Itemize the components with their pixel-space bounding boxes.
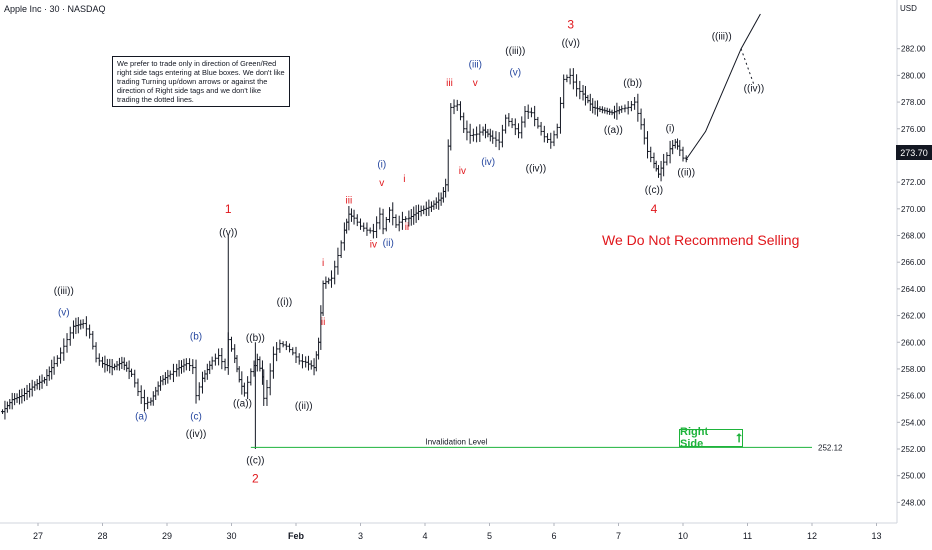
- x-tick-label: 3: [358, 531, 363, 541]
- wave-label: ((a)): [233, 398, 252, 409]
- x-tick-label: 29: [162, 531, 172, 541]
- x-tick-label: 10: [678, 531, 688, 541]
- symbol-title[interactable]: Apple Inc · 30 · NASDAQ: [4, 4, 106, 14]
- up-arrow-icon: ⭡: [736, 430, 742, 445]
- wave-label: (b): [190, 332, 202, 343]
- x-tick-label: 12: [807, 531, 817, 541]
- wave-label: v: [473, 78, 478, 89]
- x-tick-label: 5: [487, 531, 492, 541]
- x-tick-label: 13: [871, 531, 881, 541]
- wave-label: v: [379, 178, 384, 189]
- wave-label: i: [403, 174, 405, 185]
- x-tick-label: 6: [551, 531, 556, 541]
- y-tick-label: 280.00: [901, 71, 926, 80]
- wave-label: (v): [58, 308, 70, 319]
- wave-label: (i): [666, 123, 675, 134]
- wave-label: iv: [370, 240, 377, 251]
- wave-label: ((v)): [562, 38, 580, 49]
- wave-label: i: [322, 258, 324, 269]
- wave-label: (ii): [383, 238, 394, 249]
- wave-label: ((v)): [219, 228, 237, 239]
- y-tick-label: 260.00: [901, 338, 926, 347]
- wave-label: ((ii)): [677, 167, 695, 178]
- x-tick-label: 11: [743, 531, 752, 541]
- invalidation-layer: Invalidation Level 252.12: [250, 437, 843, 452]
- y-tick-label: 256.00: [901, 392, 926, 401]
- wave-label: 4: [651, 202, 658, 216]
- y-tick-label: 248.00: [901, 498, 926, 507]
- y-tick-label: 258.00: [901, 365, 926, 374]
- x-tick-label: 4: [422, 531, 427, 541]
- wave-label: ((b)): [246, 333, 265, 344]
- wave-label: ii: [405, 222, 409, 233]
- projection-line: [685, 13, 761, 160]
- wave-label: ((c)): [246, 456, 264, 467]
- wave-label: 1: [225, 202, 232, 216]
- wave-label: (iv): [481, 157, 495, 168]
- y-tick-label: 254.00: [901, 418, 926, 427]
- y-tick-label: 264.00: [901, 285, 926, 294]
- wave-label: ((iii)): [505, 46, 525, 57]
- last-price-badge: 273.70: [896, 145, 932, 160]
- wave-label: ((iv)): [744, 83, 765, 94]
- y-tick-label: 252.00: [901, 445, 926, 454]
- y-tick-label: 268.00: [901, 232, 926, 241]
- y-tick-label: 272.00: [901, 178, 926, 187]
- x-tick-label: 30: [226, 531, 236, 541]
- wave-label: 3: [567, 18, 574, 32]
- projection-layer: [685, 13, 761, 160]
- wave-label: ((c)): [645, 185, 663, 196]
- wave-label: iii: [346, 195, 353, 206]
- wave-label: ((ii)): [295, 401, 313, 412]
- wave-label: (c): [190, 412, 202, 423]
- wave-label: ((iv)): [186, 429, 207, 440]
- y-tick-label: 278.00: [901, 98, 926, 107]
- y-tick-label: 270.00: [901, 205, 926, 214]
- invalidation-label: Invalidation Level: [426, 437, 488, 446]
- invalidation-value: 252.12: [818, 443, 843, 452]
- wave-label: ((b)): [623, 78, 642, 89]
- y-tick-label: 262.00: [901, 312, 926, 321]
- wave-label: iii: [446, 78, 453, 89]
- wave-label: iv: [459, 166, 466, 177]
- wave-label: (v): [509, 67, 521, 78]
- wave-label: ((i)): [277, 297, 293, 308]
- y-tick-label: 266.00: [901, 258, 926, 267]
- wave-label: ((a)): [604, 125, 623, 136]
- projection-dotted-line: [740, 48, 755, 85]
- x-tick-label: 27: [33, 531, 43, 541]
- currency-label: USD: [900, 4, 917, 13]
- right-side-tag: Right Side ⭡: [679, 426, 743, 450]
- wave-label: ii: [321, 317, 325, 328]
- price-bars-layer: [1, 68, 688, 449]
- right-side-label: Right Side: [680, 426, 709, 450]
- y-tick-label: 250.00: [901, 472, 926, 481]
- wave-label: (i): [377, 159, 386, 170]
- x-tick-label: 28: [97, 531, 107, 541]
- wave-label: 2: [252, 471, 259, 485]
- wave-label: ((iii)): [712, 31, 732, 42]
- wave-labels-layer: ((iii)) (v) (a) (b) (c) ((iv)) 1 ((v)) ((b)) ((a)…: [54, 18, 764, 486]
- x-tick-label: 7: [616, 531, 621, 541]
- y-tick-label: 276.00: [901, 125, 926, 134]
- no-sell-warning: We Do Not Recommend Selling: [602, 232, 800, 248]
- trading-note-box: We prefer to trade only in direction of …: [112, 56, 290, 107]
- wave-label: (iii): [469, 59, 482, 70]
- wave-label: (a): [135, 412, 147, 423]
- x-tick-label: Feb: [288, 531, 305, 541]
- wave-label: ((iv)): [526, 163, 547, 174]
- y-tick-label: 282.00: [901, 45, 926, 54]
- axes-layer: 248.00 250.00 252.00 254.00 256.00 258.00 260.…: [0, 0, 926, 541]
- wave-label: ((iii)): [54, 286, 74, 297]
